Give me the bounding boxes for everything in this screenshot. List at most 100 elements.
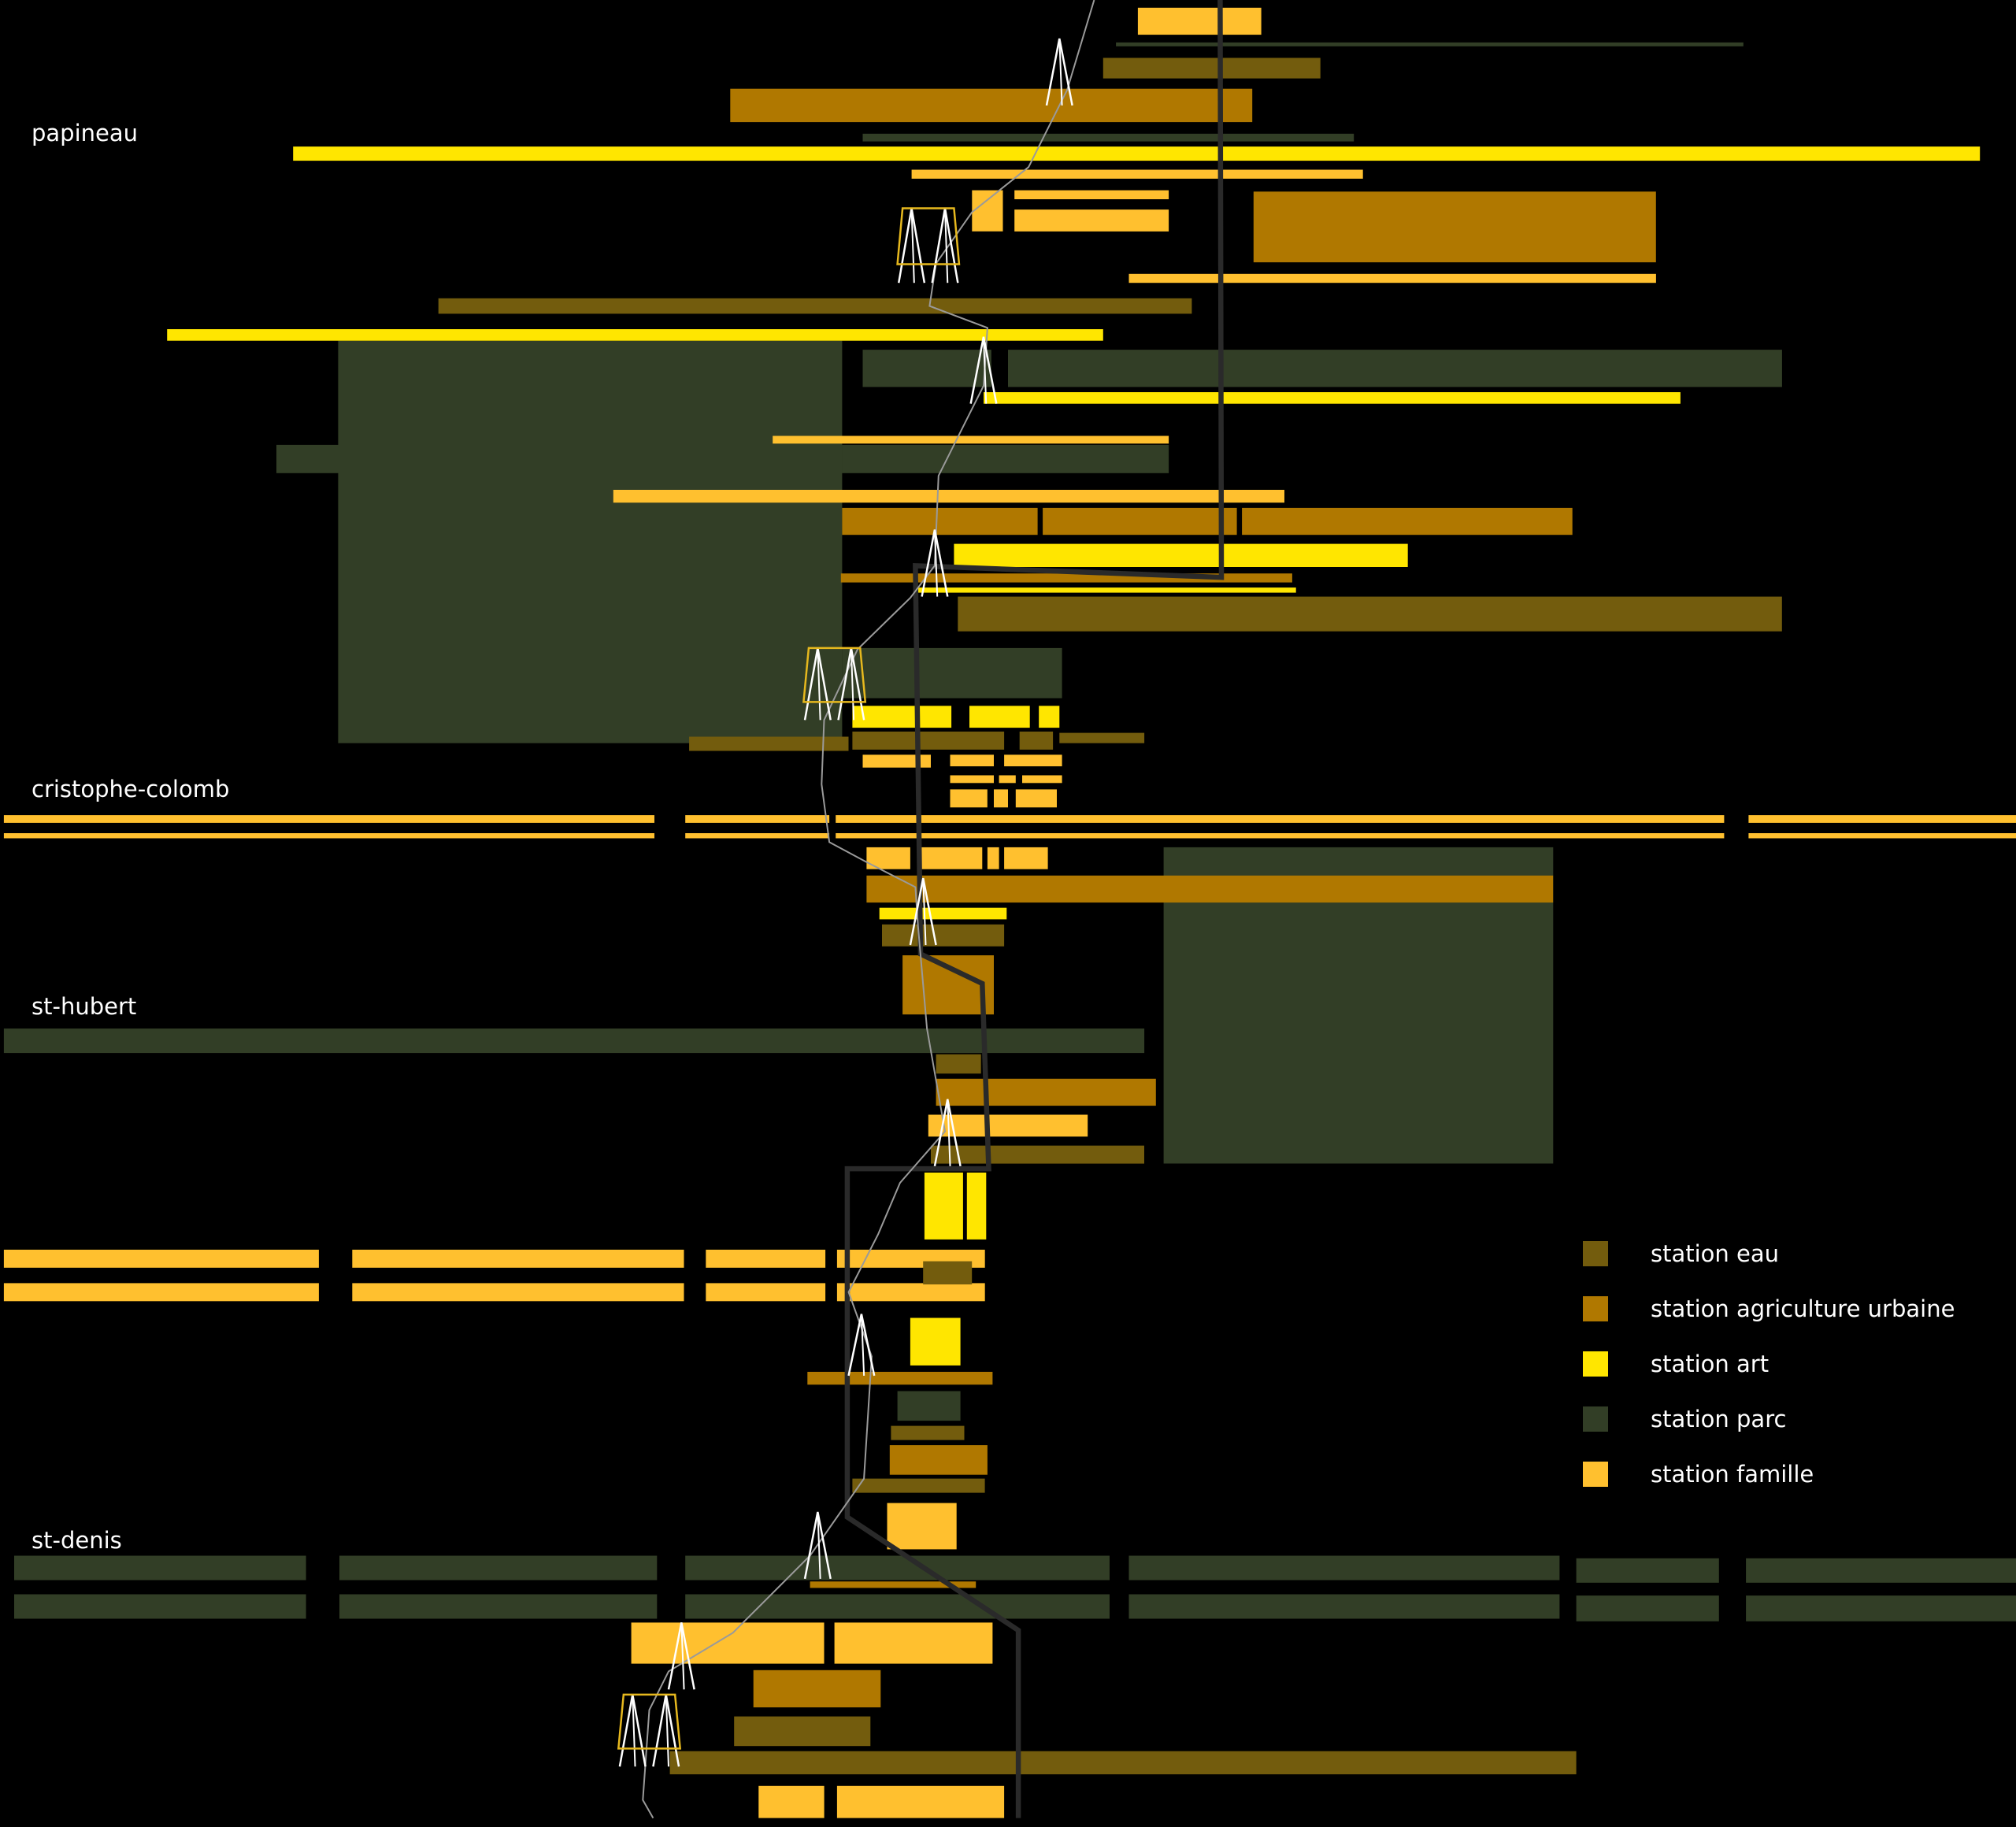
legend-label-famille: station famille xyxy=(1651,1461,1814,1488)
pylon-icon xyxy=(667,1622,695,1690)
legend-swatch-parc xyxy=(1583,1406,1608,1432)
pylons xyxy=(617,38,1073,1767)
station-famille-block xyxy=(1748,815,2016,823)
station-agriculture-block xyxy=(753,1670,881,1708)
station-famille-block xyxy=(836,1785,1005,1818)
station-famille-block xyxy=(1004,847,1048,869)
station-agriculture-block xyxy=(936,1078,1156,1106)
station-parc-block xyxy=(842,647,1062,699)
station-famille-block xyxy=(3,833,654,839)
station-parc-block xyxy=(685,1594,1110,1619)
pylon-icon xyxy=(969,336,998,404)
station-famille-block xyxy=(887,1503,957,1550)
station-agriculture-block xyxy=(730,88,1253,123)
station-eau-block xyxy=(891,1425,965,1440)
station-eau-block xyxy=(923,1261,973,1284)
legend-swatch-agriculture xyxy=(1583,1296,1608,1321)
station-agriculture-block xyxy=(810,1581,976,1588)
station-eau-block xyxy=(958,596,1782,632)
legend-label-eau: station eau xyxy=(1651,1240,1780,1267)
station-famille-block xyxy=(834,1622,993,1664)
station-famille-block xyxy=(950,775,994,784)
station-parc-block xyxy=(897,1391,961,1421)
station-parc-block xyxy=(339,1555,658,1581)
station-eau-block xyxy=(438,298,1192,314)
station-art-block xyxy=(966,1173,987,1240)
station-blocks xyxy=(3,7,2016,1818)
street-label-st-hubert: st-hubert xyxy=(32,993,137,1020)
station-art-block xyxy=(910,1317,961,1366)
pylon-icon xyxy=(896,207,961,284)
station-eau-block xyxy=(1059,732,1145,743)
station-art-block xyxy=(954,543,1408,567)
station-famille-block xyxy=(836,1283,985,1302)
station-famille-block xyxy=(994,789,1008,808)
legend-label-art: station art xyxy=(1651,1351,1770,1377)
station-parc-block xyxy=(842,444,1169,473)
station-parc-block xyxy=(14,1555,306,1581)
pylon-icon xyxy=(933,1099,962,1167)
station-parc-block xyxy=(862,133,1354,142)
station-famille-block xyxy=(1128,273,1656,284)
station-eau-block xyxy=(669,1751,1577,1775)
station-agriculture-block xyxy=(866,875,1554,903)
station-eau-block xyxy=(936,1054,981,1074)
street-label-st-denis: st-denis xyxy=(32,1527,122,1554)
station-parc-block xyxy=(339,1594,658,1619)
station-parc-block xyxy=(685,1555,1110,1581)
station-famille-block xyxy=(836,833,1725,839)
station-famille-block xyxy=(862,754,931,768)
station-famille-block xyxy=(1015,789,1057,808)
pylon-icon xyxy=(617,1693,682,1767)
station-parc-block xyxy=(276,444,843,473)
station-agriculture-block xyxy=(807,1372,993,1385)
station-parc-block xyxy=(1576,1595,1719,1621)
station-art-block xyxy=(293,146,1981,161)
station-famille-block xyxy=(1014,209,1169,232)
station-parc-block xyxy=(1128,1555,1560,1581)
station-parc-block xyxy=(1576,1558,1719,1583)
station-eau-block xyxy=(852,732,1005,750)
station-famille-block xyxy=(950,754,994,767)
station-parc-block xyxy=(1128,1594,1560,1619)
station-parc-block xyxy=(1746,1595,2016,1621)
station-parc-block xyxy=(1008,350,1782,387)
station-famille-block xyxy=(3,1283,319,1302)
station-parc-block xyxy=(1746,1558,2016,1583)
station-famille-block xyxy=(685,815,830,823)
station-famille-block xyxy=(1748,833,2016,839)
station-famille-block xyxy=(706,1283,826,1302)
station-eau-block xyxy=(734,1716,871,1747)
pylon-icon xyxy=(802,647,867,721)
station-agriculture-block xyxy=(842,507,1038,536)
pylon-icon xyxy=(909,877,937,946)
legend-swatch-famille xyxy=(1583,1462,1608,1487)
legend-swatch-eau xyxy=(1583,1241,1608,1266)
station-famille-block xyxy=(911,169,1363,179)
station-famille-block xyxy=(1137,7,1262,35)
station-famille-block xyxy=(950,789,988,808)
station-famille-block xyxy=(631,1622,825,1664)
station-eau-block xyxy=(1102,57,1321,79)
pylon-icon xyxy=(921,529,949,597)
station-eau-block xyxy=(931,1145,1144,1164)
legend-label-parc: station parc xyxy=(1651,1406,1787,1432)
station-famille-block xyxy=(758,1785,825,1818)
legend-swatch-art xyxy=(1583,1351,1608,1377)
station-parc-block xyxy=(338,340,843,743)
station-famille-block xyxy=(987,847,999,869)
station-art-block xyxy=(984,392,1681,404)
main-route-line xyxy=(844,0,1225,1818)
station-famille-block xyxy=(685,833,830,839)
station-parc-block xyxy=(862,350,991,387)
station-famille-block xyxy=(613,490,1284,503)
station-famille-block xyxy=(999,775,1016,784)
station-eau-block xyxy=(1019,732,1054,750)
station-eau-block xyxy=(852,1478,985,1493)
pylon-icon xyxy=(847,1314,876,1377)
station-famille-block xyxy=(836,815,1725,823)
station-famille-block xyxy=(352,1249,684,1268)
station-famille-block xyxy=(1022,775,1062,784)
